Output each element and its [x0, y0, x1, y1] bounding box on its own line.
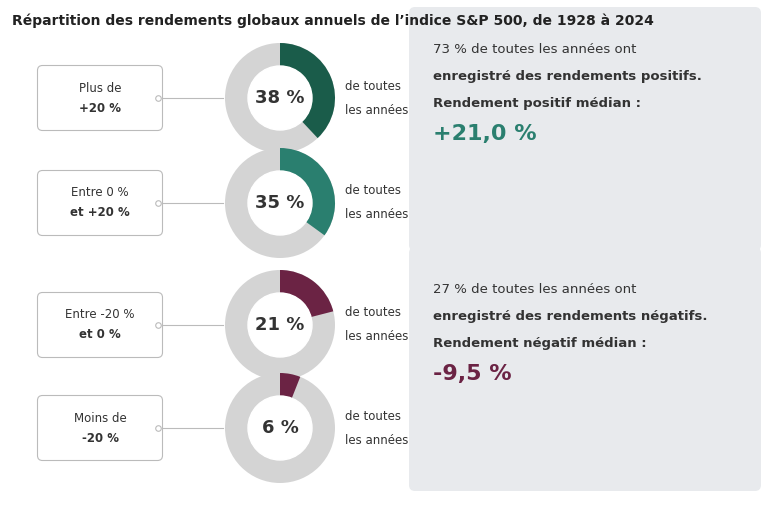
Circle shape — [248, 396, 312, 460]
Text: 73 % de toutes les années ont: 73 % de toutes les années ont — [433, 43, 637, 56]
Text: de toutes: de toutes — [345, 80, 401, 92]
Text: et 0 %: et 0 % — [79, 328, 121, 342]
Text: Moins de: Moins de — [74, 411, 127, 424]
Text: 35 %: 35 % — [255, 194, 304, 212]
Wedge shape — [280, 43, 335, 138]
Text: 21 %: 21 % — [255, 316, 304, 334]
Text: 38 %: 38 % — [255, 89, 304, 107]
Text: enregistré des rendements négatifs.: enregistré des rendements négatifs. — [433, 310, 707, 323]
Text: enregistré des rendements positifs.: enregistré des rendements positifs. — [433, 70, 702, 83]
Text: Rendement négatif médian :: Rendement négatif médian : — [433, 337, 647, 350]
Text: les années: les années — [345, 433, 408, 446]
Circle shape — [248, 66, 312, 130]
Text: de toutes: de toutes — [345, 185, 401, 198]
Text: Répartition des rendements globaux annuels de l’indice S&P 500, de 1928 à 2024: Répartition des rendements globaux annue… — [12, 13, 654, 28]
Text: -9,5 %: -9,5 % — [433, 364, 512, 384]
FancyBboxPatch shape — [38, 66, 163, 130]
Text: Rendement positif médian :: Rendement positif médian : — [433, 97, 641, 110]
Wedge shape — [225, 43, 335, 153]
Text: Entre 0 %: Entre 0 % — [71, 187, 129, 200]
Wedge shape — [280, 270, 334, 317]
Wedge shape — [225, 270, 335, 380]
Text: les années: les années — [345, 330, 408, 344]
Text: +20 %: +20 % — [79, 102, 121, 114]
Text: -20 %: -20 % — [81, 431, 118, 444]
Wedge shape — [280, 148, 335, 235]
Text: +21,0 %: +21,0 % — [433, 124, 537, 144]
Text: Entre -20 %: Entre -20 % — [65, 308, 135, 322]
Circle shape — [248, 171, 312, 235]
Text: et +20 %: et +20 % — [70, 207, 130, 220]
FancyBboxPatch shape — [38, 396, 163, 461]
FancyBboxPatch shape — [38, 170, 163, 235]
Text: les années: les années — [345, 104, 408, 116]
Text: les années: les années — [345, 208, 408, 222]
Text: de toutes: de toutes — [345, 306, 401, 320]
Text: de toutes: de toutes — [345, 409, 401, 423]
FancyBboxPatch shape — [409, 247, 761, 491]
Wedge shape — [280, 373, 300, 398]
Text: 6 %: 6 % — [262, 419, 298, 437]
Circle shape — [248, 293, 312, 357]
Wedge shape — [225, 373, 335, 483]
Text: Plus de: Plus de — [79, 82, 121, 94]
Wedge shape — [225, 148, 335, 258]
FancyBboxPatch shape — [409, 7, 761, 251]
Text: 27 % de toutes les années ont: 27 % de toutes les années ont — [433, 283, 637, 296]
FancyBboxPatch shape — [38, 292, 163, 358]
